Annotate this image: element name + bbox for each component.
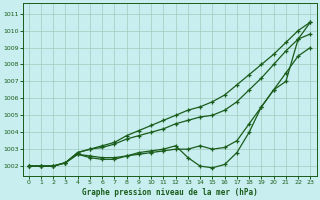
X-axis label: Graphe pression niveau de la mer (hPa): Graphe pression niveau de la mer (hPa) <box>82 188 257 197</box>
